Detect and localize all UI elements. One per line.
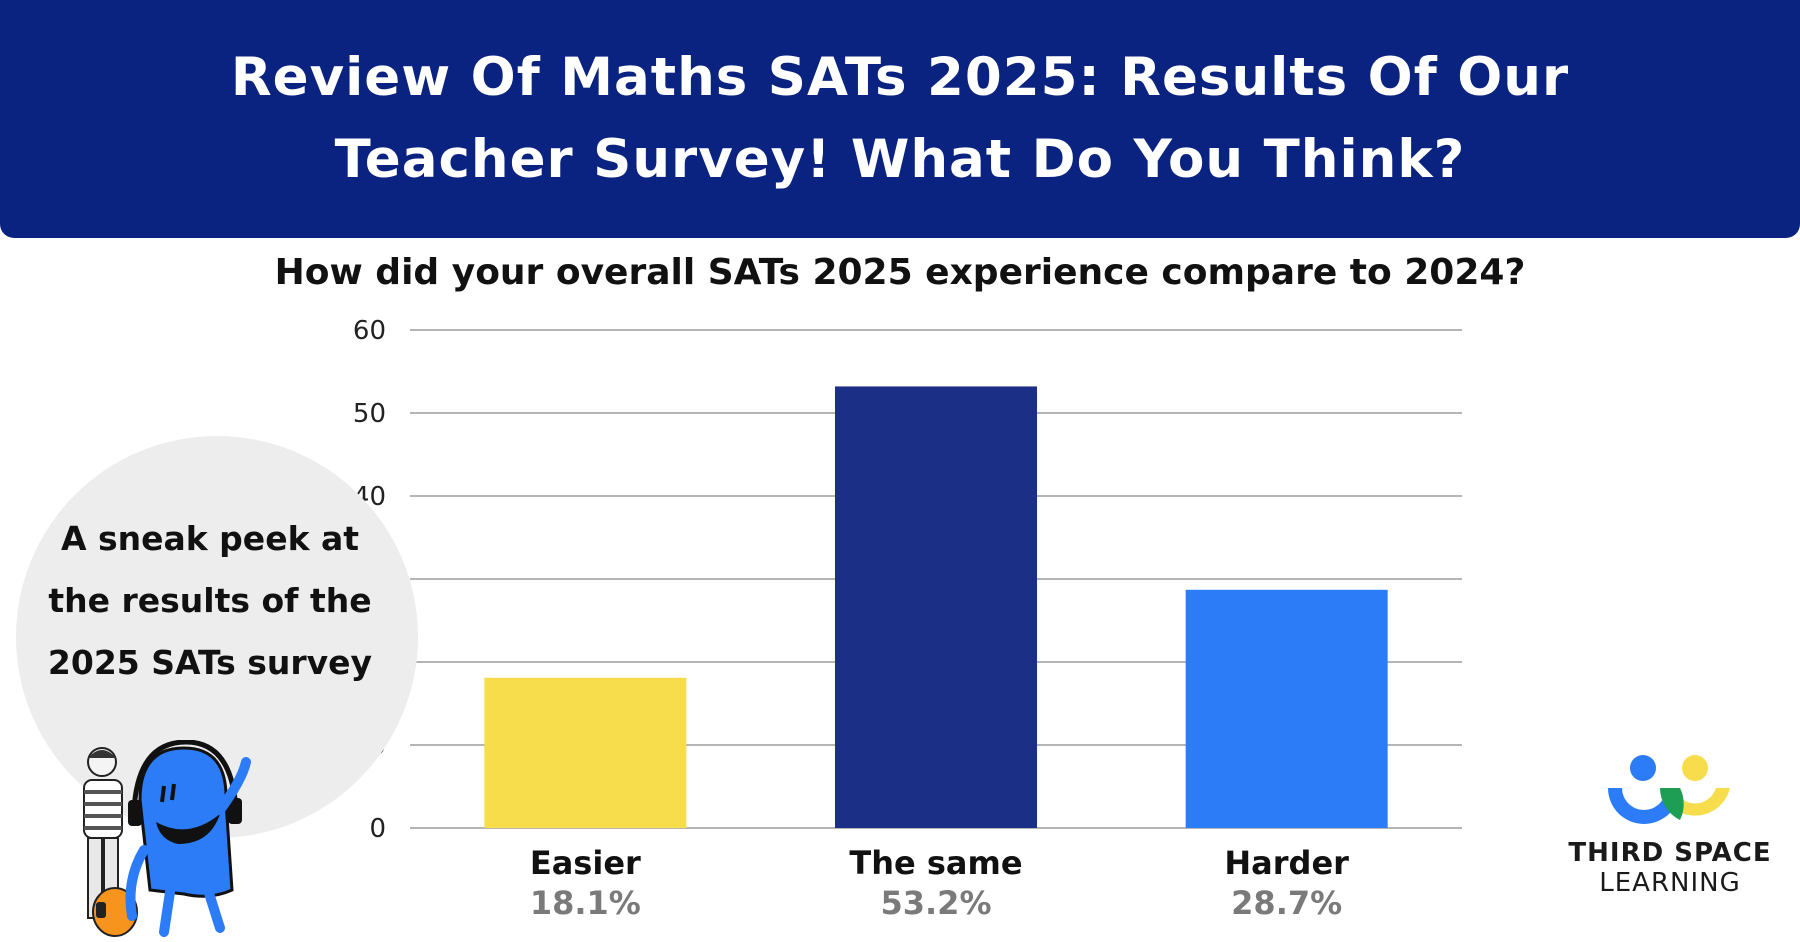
value-label: 18.1% xyxy=(530,884,641,922)
logo-dot-yellow xyxy=(1682,755,1708,781)
mascot-illustration xyxy=(83,740,251,937)
value-label: 53.2% xyxy=(880,884,991,922)
logo-arc-green xyxy=(1660,788,1684,820)
bar xyxy=(1185,589,1388,828)
bubble-text: A sneak peek at the results of the 2025 … xyxy=(47,519,373,682)
blue-robot-mascot-icon xyxy=(125,740,251,937)
banner-title: Review Of Maths SATs 2025: Results Of Ou… xyxy=(230,47,1570,190)
y-tick-label: 60 xyxy=(353,316,386,346)
logo-text-line1: THIRD SPACE xyxy=(1568,838,1772,868)
category-label: Easier xyxy=(530,844,641,882)
bar xyxy=(484,677,687,828)
title-banner: Review Of Maths SATs 2025: Results Of Ou… xyxy=(0,0,1800,238)
logo-dot-blue xyxy=(1630,755,1656,781)
value-label: 28.7% xyxy=(1231,884,1342,922)
y-tick-label: 0 xyxy=(369,814,386,844)
y-tick-label: 50 xyxy=(353,399,386,429)
bar xyxy=(835,386,1037,828)
logo-text-line2: LEARNING xyxy=(1599,868,1741,898)
chart-title: How did your overall SATs 2025 experienc… xyxy=(274,252,1526,293)
logo-icon xyxy=(1608,755,1730,824)
logo-arc-blue xyxy=(1608,788,1680,824)
category-label: The same xyxy=(849,844,1022,882)
category-label: Harder xyxy=(1224,844,1349,882)
